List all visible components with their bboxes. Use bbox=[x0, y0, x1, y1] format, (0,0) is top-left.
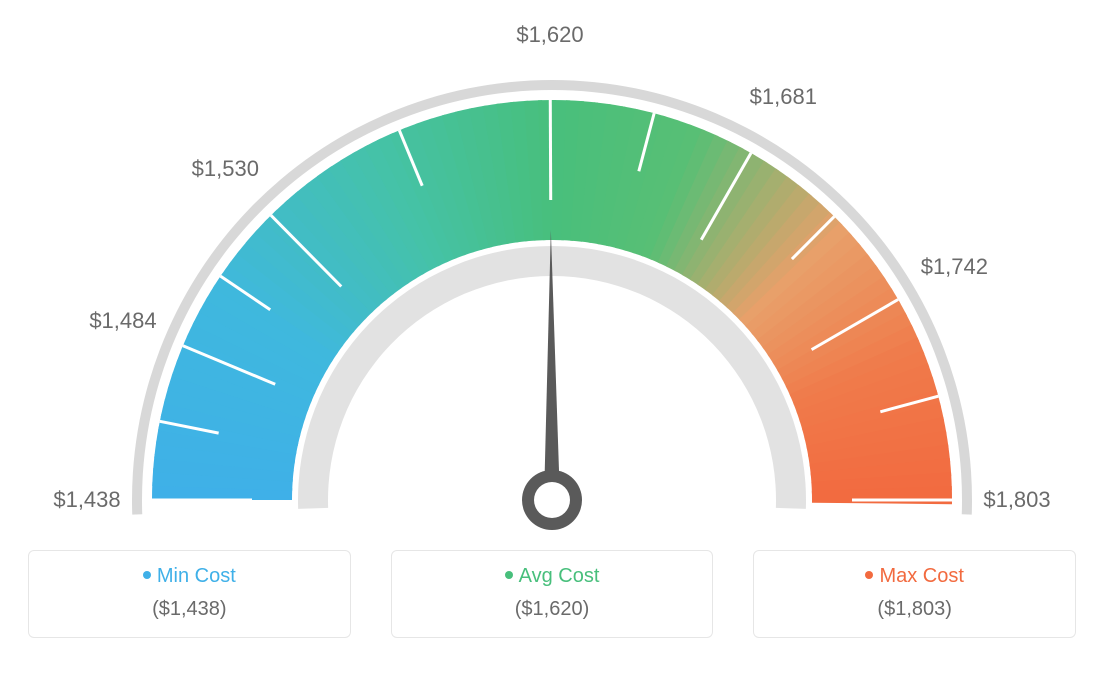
legend-card-avg: Avg Cost ($1,620) bbox=[391, 550, 714, 638]
cost-gauge-container: $1,438 $1,484 $1,530 $1,620 $1,681 $1,742 $1,8… bbox=[0, 0, 1104, 690]
gauge-tick-label: $1,803 bbox=[983, 487, 1050, 513]
legend-card-min: Min Cost ($1,438) bbox=[28, 550, 351, 638]
gauge-tick-label: $1,530 bbox=[192, 156, 259, 182]
legend-value-avg: ($1,620) bbox=[400, 598, 705, 621]
legend-title-avg: Avg Cost bbox=[400, 565, 705, 588]
legend-title-text-max: Max Cost bbox=[879, 565, 963, 587]
gauge-chart: $1,438 $1,484 $1,530 $1,620 $1,681 $1,742 $1,8… bbox=[0, 0, 1104, 560]
gauge-tick-label: $1,742 bbox=[921, 254, 988, 280]
legend-title-text-min: Min Cost bbox=[157, 565, 236, 587]
dot-icon bbox=[865, 571, 873, 579]
gauge-tick-label: $1,681 bbox=[750, 84, 817, 110]
legend-title-max: Max Cost bbox=[762, 565, 1067, 588]
dot-icon bbox=[143, 571, 151, 579]
legend-card-max: Max Cost ($1,803) bbox=[753, 550, 1076, 638]
legend-title-text-avg: Avg Cost bbox=[519, 565, 600, 587]
legend-value-max: ($1,803) bbox=[762, 598, 1067, 621]
legend-row: Min Cost ($1,438) Avg Cost ($1,620) Max … bbox=[0, 550, 1104, 638]
gauge-tick-label: $1,438 bbox=[53, 487, 120, 513]
dot-icon bbox=[505, 571, 513, 579]
legend-value-min: ($1,438) bbox=[37, 598, 342, 621]
gauge-tick-label: $1,484 bbox=[89, 308, 156, 334]
gauge-svg bbox=[0, 0, 1104, 560]
gauge-tick-label: $1,620 bbox=[516, 22, 583, 48]
legend-title-min: Min Cost bbox=[37, 565, 342, 588]
